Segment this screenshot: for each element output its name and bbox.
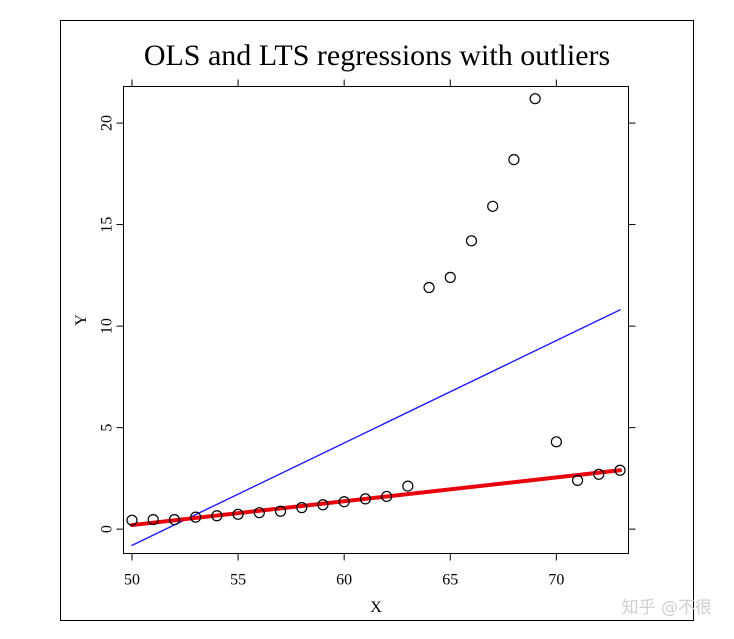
ols-regression-line bbox=[131, 309, 621, 547]
y-tick-label: 0 bbox=[99, 525, 116, 533]
y-axis: 0 5 10 15 20 bbox=[99, 115, 636, 533]
scatter-point bbox=[190, 511, 202, 523]
y-tick-label: 5 bbox=[99, 424, 116, 432]
lts-regression-line bbox=[129, 468, 623, 528]
y-axis-label: Y bbox=[73, 314, 90, 326]
scatter-point bbox=[529, 93, 541, 105]
x-axis-label: X bbox=[370, 599, 382, 616]
scatter-point bbox=[253, 507, 265, 519]
scatter-point bbox=[274, 505, 287, 517]
x-tick-label: 55 bbox=[230, 572, 246, 589]
plot-box bbox=[123, 86, 629, 554]
scatter-point bbox=[402, 480, 414, 492]
x-axis: 50 55 60 65 70 bbox=[124, 79, 564, 589]
scatter-point bbox=[423, 281, 435, 294]
scatter-point bbox=[550, 436, 562, 448]
scatter-point bbox=[168, 513, 181, 526]
scatter-point bbox=[614, 464, 626, 476]
x-tick-label: 70 bbox=[548, 572, 564, 589]
regression-lines bbox=[129, 309, 623, 547]
x-tick-label: 60 bbox=[336, 572, 352, 589]
y-tick-label: 15 bbox=[99, 217, 116, 233]
scatter-point bbox=[593, 468, 605, 480]
watermark-text: 知乎 @不很 bbox=[622, 598, 712, 618]
scatter-point bbox=[465, 235, 478, 247]
scatter-point bbox=[126, 514, 138, 526]
y-tick-label: 10 bbox=[99, 318, 116, 334]
scatter-point bbox=[571, 474, 584, 487]
data-points bbox=[126, 93, 626, 526]
scatter-point bbox=[487, 200, 499, 212]
x-tick-label: 65 bbox=[442, 572, 458, 589]
scatter-point bbox=[444, 271, 456, 283]
scatter-point bbox=[508, 153, 520, 166]
scatter-point bbox=[232, 508, 244, 520]
chart-title: OLS and LTS regressions with outliers bbox=[144, 39, 610, 72]
scatter-point bbox=[147, 513, 159, 526]
scatter-point bbox=[317, 499, 329, 511]
scatter-point bbox=[211, 510, 223, 522]
x-tick-label: 50 bbox=[124, 572, 140, 589]
scatter-point bbox=[296, 502, 308, 514]
scatter-point bbox=[359, 493, 371, 505]
y-tick-label: 20 bbox=[99, 115, 116, 131]
scatter-point bbox=[381, 490, 393, 503]
scatter-point bbox=[338, 496, 350, 508]
